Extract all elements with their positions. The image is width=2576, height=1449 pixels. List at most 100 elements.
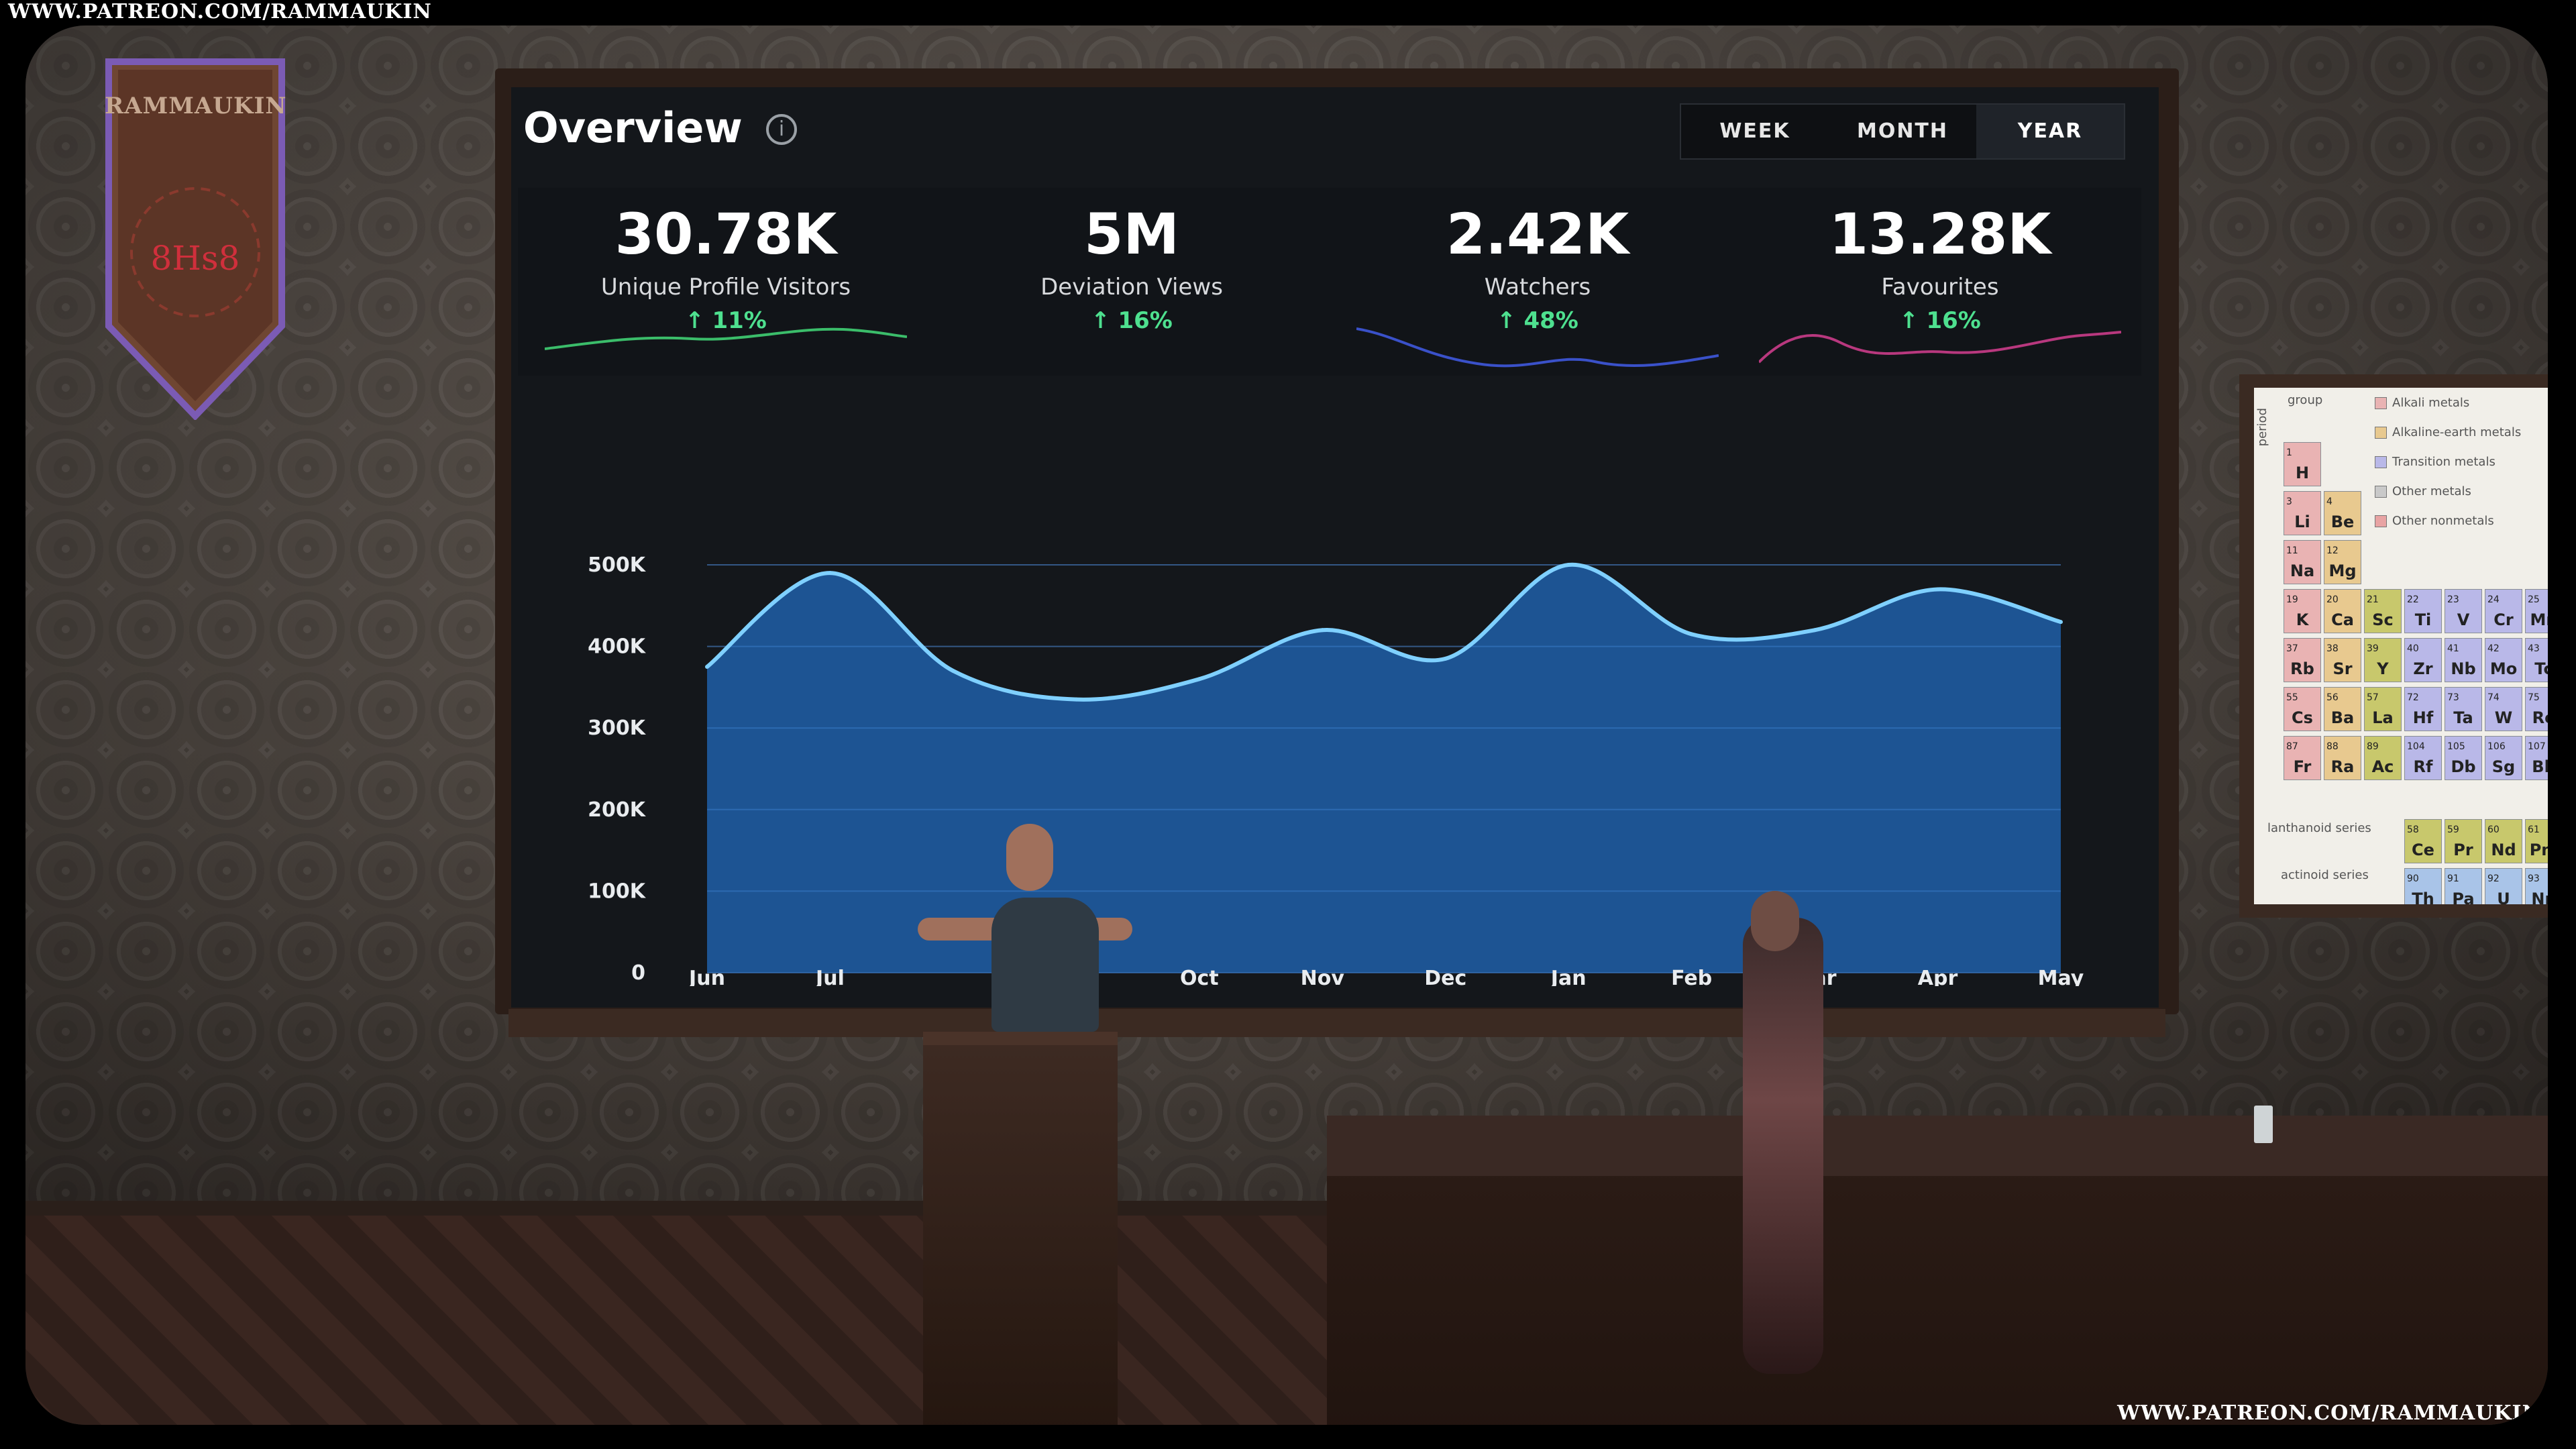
element-cell: 60 Nd (2485, 819, 2522, 864)
data-point[interactable] (1566, 563, 1571, 567)
element-cell: 107 Bh (2525, 736, 2548, 780)
legend-nonmetals: Other nonmetals (2375, 514, 2494, 528)
tab-week[interactable]: WEEK (1719, 119, 1790, 143)
element-cell: 22 Ti (2404, 589, 2442, 633)
element-cell: 73 Ta (2445, 687, 2482, 731)
y-tick-label: 0 (631, 961, 645, 985)
info-icon[interactable]: i (766, 114, 797, 145)
patreon-watermark-bottom: WWW.PATREON.COM/RAMMAUKIN (2117, 1401, 2541, 1425)
tab-month[interactable]: MONTH (1856, 119, 1949, 143)
data-point[interactable] (1320, 628, 1325, 633)
legend-text: Other metals (2392, 484, 2471, 498)
y-tick-label: 500K (588, 553, 647, 577)
series-line (706, 562, 2061, 702)
element-number: 89 (2367, 741, 2379, 752)
period-tabs: WEEK MONTH YEAR (1680, 103, 2125, 160)
element-number: 11 (2286, 545, 2298, 556)
data-point[interactable] (1689, 632, 1694, 637)
element-symbol: Pm (2529, 841, 2548, 860)
element-symbol: Cs (2292, 708, 2313, 727)
legend-text: Other nonmetals (2392, 514, 2494, 528)
element-symbol: V (2457, 610, 2470, 629)
element-symbol: Cr (2493, 610, 2514, 629)
series-area (707, 564, 2061, 973)
element-symbol: Np (2531, 890, 2548, 904)
x-tick-label: Jul (814, 967, 845, 986)
element-cell: 55 Cs (2284, 687, 2321, 731)
element-cell: 75 Re (2525, 687, 2548, 731)
x-tick-label: May (2038, 967, 2084, 986)
data-point[interactable] (1197, 677, 1201, 682)
element-symbol: Li (2294, 513, 2310, 531)
element-symbol: Mo (2489, 659, 2518, 678)
element-number: 38 (2326, 643, 2339, 654)
stat-value: 30.78K (614, 201, 837, 267)
legend-alkaline: Alkaline-earth metals (2375, 425, 2521, 439)
data-point[interactable] (1935, 587, 1940, 592)
element-symbol: K (2296, 610, 2309, 629)
element-symbol: Ce (2412, 841, 2434, 860)
x-tick-label: Feb (1671, 967, 1712, 986)
element-cell: 25 Mn (2525, 589, 2548, 633)
element-symbol: Pa (2452, 890, 2475, 904)
element-cell: 91 Pa (2445, 868, 2482, 904)
stat-card-visitors[interactable]: 30.78K Unique Profile Visitors ↑ 11% (525, 188, 927, 376)
desk-top (1327, 1116, 2548, 1176)
stat-card-watchers[interactable]: 2.42K Watchers ↑ 48% (1336, 188, 1739, 376)
element-symbol: Ta (2453, 708, 2473, 727)
element-cell: 72 Hf (2404, 687, 2442, 731)
stat-change-value: 48% (1523, 307, 1578, 334)
element-number: 23 (2447, 594, 2459, 605)
element-number: 22 (2407, 594, 2419, 605)
legend-swatch (2375, 456, 2387, 468)
element-cell: 41 Nb (2445, 638, 2482, 682)
element-number: 24 (2487, 594, 2500, 605)
periodic-period-label: period (2255, 408, 2269, 447)
data-point[interactable] (1074, 697, 1079, 702)
element-symbol: Tc (2534, 659, 2548, 678)
data-point[interactable] (705, 665, 709, 669)
stat-value: 13.28K (1829, 201, 2051, 267)
legend-text: Transition metals (2392, 455, 2496, 469)
tab-year[interactable]: YEAR (1976, 105, 2124, 158)
stat-change: ↑ 16% (930, 307, 1333, 334)
stat-value: 2.42K (1446, 201, 1629, 267)
element-cell: 56 Ba (2324, 687, 2361, 731)
element-cell: 3 Li (2284, 491, 2321, 535)
element-number: 40 (2407, 643, 2419, 654)
element-cell: 89 Ac (2364, 736, 2402, 780)
element-symbol: Y (2377, 659, 2389, 678)
element-symbol: Ti (2414, 610, 2432, 629)
stat-card-favourites[interactable]: 13.28K Favourites ↑ 16% (1739, 188, 2141, 376)
scene-frame: RAMMAUKIN 8Hs8 Overview i WEEK MONTH YEA… (25, 25, 2548, 1425)
stat-card-views[interactable]: 5M Deviation Views ↑ 16% (930, 188, 1333, 376)
element-number: 4 (2326, 496, 2332, 507)
x-tick-label: Nov (1301, 967, 1345, 986)
data-point[interactable] (951, 669, 955, 674)
overview-chart: 0 100K 200K 300K 400K 500K Jun Jul Oct Nov Dec Jan F… (588, 553, 2084, 986)
element-symbol: Sr (2332, 659, 2353, 678)
element-number: 92 (2487, 873, 2500, 885)
element-number: 12 (2326, 545, 2339, 556)
element-number: 19 (2286, 594, 2298, 605)
element-symbol: W (2494, 708, 2513, 727)
stats-row: 30.78K Unique Profile Visitors ↑ 11% 5M … (518, 188, 2141, 376)
data-point[interactable] (1813, 628, 1817, 633)
element-cell: 20 Ca (2324, 589, 2361, 633)
element-symbol: Ra (2330, 757, 2355, 776)
data-point[interactable] (1443, 656, 1448, 661)
element-symbol: Be (2330, 513, 2355, 531)
data-point[interactable] (2059, 620, 2063, 625)
data-point[interactable] (828, 571, 833, 576)
element-number: 25 (2528, 594, 2540, 605)
arrow-up-icon: ↑ (1497, 307, 1524, 334)
x-tick-label: Jan (1550, 967, 1587, 986)
element-cell: 87 Fr (2284, 736, 2321, 780)
stat-change-value: 16% (1926, 307, 1981, 334)
element-number: 105 (2447, 741, 2465, 752)
element-symbol: Th (2412, 890, 2434, 904)
arrow-up-icon: ↑ (1091, 307, 1118, 334)
element-cell: 21 Sc (2364, 589, 2402, 633)
element-cell: 23 V (2445, 589, 2482, 633)
